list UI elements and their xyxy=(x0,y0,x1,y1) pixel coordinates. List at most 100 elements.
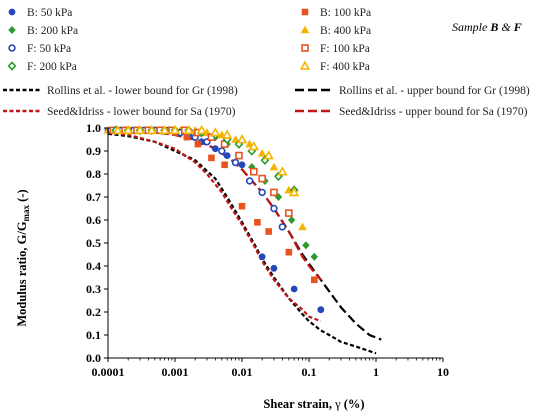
point-b-50-kpa xyxy=(211,145,219,153)
legend-label: B: 400 kPa xyxy=(320,25,371,37)
point-b-100-kpa xyxy=(194,140,202,148)
point-f-400-kpa xyxy=(288,186,300,197)
point-b-50-kpa xyxy=(223,152,231,159)
point-f-400-kpa xyxy=(263,150,274,160)
point-b-400-kpa xyxy=(257,148,267,157)
legend-marker xyxy=(8,25,16,35)
point-f-400-kpa xyxy=(221,129,233,139)
point-f-400-kpa xyxy=(146,124,157,135)
point-b-400-kpa xyxy=(231,135,240,143)
point-f-400-kpa xyxy=(210,127,221,137)
legend-marker xyxy=(300,25,310,34)
point-f-400-kpa xyxy=(123,124,134,135)
point-f-50-kpa xyxy=(278,223,287,231)
point-b-100-kpa xyxy=(238,202,246,210)
point-b-100-kpa xyxy=(183,133,191,141)
y-tick-label: 0.6 xyxy=(86,213,101,227)
legend-label: B: 200 kPa xyxy=(27,25,78,37)
legend-item-f-100-kpa: F: 100 kPa xyxy=(301,43,370,55)
x-tick-label: 0.01 xyxy=(232,365,253,379)
x-tick-label: 0.1 xyxy=(302,365,317,379)
curve-seed-idriss-lower-bound-for-sa-1970 xyxy=(107,131,322,323)
point-b-100-kpa xyxy=(285,248,293,256)
point-f-50-kpa xyxy=(270,204,278,213)
point-f-400-kpa xyxy=(134,124,146,135)
legend-label: F: 200 kPa xyxy=(27,61,77,73)
legend-label: Rollins et al. - lower bound for Gr (199… xyxy=(47,85,238,97)
x-axis-label: Shear strain, γ (%) xyxy=(263,397,364,411)
point-b-50-kpa xyxy=(258,253,266,261)
point-b-200-kpa xyxy=(310,252,319,261)
legend-label: Seed&Idriss - lower bound for Sa (1970) xyxy=(47,106,236,118)
point-f-400-kpa xyxy=(248,140,259,151)
point-f-400-kpa xyxy=(159,124,170,135)
legend-marker xyxy=(8,8,16,16)
legend-label: F: 100 kPa xyxy=(320,43,370,55)
point-b-200-kpa xyxy=(302,241,310,250)
legend-item-b-100-kpa: B: 100 kPa xyxy=(301,7,371,19)
point-b-50-kpa xyxy=(290,285,298,293)
point-f-400-kpa xyxy=(196,124,207,135)
point-f-50-kpa xyxy=(258,188,266,197)
x-tick-label: 0.0001 xyxy=(92,365,125,379)
axes: 0.0 0.1 0.2 0.3 0.4 0.5 0.6 0.7 0.8 0.9 1.0 0.0001 0… xyxy=(86,121,449,379)
legend-item-b-200-kpa: B: 200 kPa xyxy=(8,25,78,37)
legend-label: B: 50 kPa xyxy=(27,7,72,19)
x-tick-label: 1 xyxy=(373,365,379,379)
point-f-100-kpa xyxy=(270,188,278,197)
legend-marker xyxy=(7,61,17,71)
legend-item-rollins-et-al-lower-bound-for-gr-1998: Rollins et al. - lower bound for Gr (199… xyxy=(3,85,238,97)
legend-item-seed-idriss-lower-bound-for-sa-1970: Seed&Idriss - lower bound for Sa (1970) xyxy=(3,106,236,118)
y-tick-label: 0.1 xyxy=(86,328,101,342)
point-f-100-kpa xyxy=(235,151,243,160)
legend-item-rollins-et-al-upper-bound-for-gr-1998: Rollins et al. - upper bound for Gr (199… xyxy=(295,85,530,97)
legend-marker xyxy=(301,44,309,52)
legend-item-b-50-kpa: B: 50 kPa xyxy=(8,7,72,19)
y-tick-label: 0.2 xyxy=(86,305,101,319)
legend-item-f-200-kpa: F: 200 kPa xyxy=(7,61,77,73)
point-f-400-kpa xyxy=(236,134,248,144)
y-tick-label: 1.0 xyxy=(86,121,101,135)
y-axis-label: Modulus ratio, G/Gmax (-) xyxy=(15,189,31,326)
point-b-100-kpa xyxy=(221,161,228,169)
point-f-100-kpa xyxy=(258,174,266,183)
point-b-50-kpa xyxy=(270,264,278,272)
point-f-400-kpa xyxy=(183,124,194,135)
point-f-400-kpa xyxy=(169,124,181,135)
legend-marker xyxy=(8,44,16,52)
x-tick-label: 10 xyxy=(437,365,449,379)
legend-item-seed-idriss-upper-bound-for-sa-1970: Seed&Idriss - upper bound for Sa (1970) xyxy=(295,106,528,118)
point-b-100-kpa xyxy=(311,276,318,284)
y-tick-label: 0.7 xyxy=(86,190,101,204)
point-b-400-kpa xyxy=(269,162,279,171)
legend-item-f-400-kpa: F: 400 kPa xyxy=(299,60,370,73)
legend-label: Rollins et al. - upper bound for Gr (199… xyxy=(339,85,530,97)
y-tick-label: 0.4 xyxy=(86,259,101,273)
legend: B: 50 kPa B: 100 kPa B: 200 kPa B: 400 kPa F… xyxy=(3,7,530,118)
y-tick-label: 0.9 xyxy=(86,144,101,158)
sample-annotation: Sample B & F xyxy=(452,20,522,34)
point-b-400-kpa xyxy=(298,222,307,231)
point-b-200-kpa xyxy=(287,215,296,225)
y-tick-label: 0.0 xyxy=(86,351,101,365)
plot-area xyxy=(103,124,382,355)
y-tick-label: 0.5 xyxy=(86,236,101,250)
legend-marker xyxy=(301,8,309,16)
point-f-50-kpa xyxy=(245,177,254,185)
curve-rollins-et-al-lower-bound-for-gr-1998 xyxy=(107,132,377,355)
y-tick-label: 0.3 xyxy=(86,282,101,296)
point-b-100-kpa xyxy=(254,219,261,226)
legend-label: Seed&Idriss - upper bound for Sa (1970) xyxy=(339,106,528,118)
x-tick-label: 0.001 xyxy=(162,365,189,379)
legend-marker xyxy=(299,60,311,70)
point-f-100-kpa xyxy=(249,167,258,176)
point-b-100-kpa xyxy=(208,154,215,162)
point-f-400-kpa xyxy=(277,166,288,176)
point-b-50-kpa xyxy=(238,161,246,169)
legend-label: F: 50 kPa xyxy=(27,43,71,55)
curve-rollins-et-al-upper-bound-for-gr-1998 xyxy=(107,128,382,341)
legend-item-f-50-kpa: F: 50 kPa xyxy=(8,43,71,55)
point-f-50-kpa xyxy=(218,147,226,155)
point-f-50-kpa xyxy=(231,158,240,167)
